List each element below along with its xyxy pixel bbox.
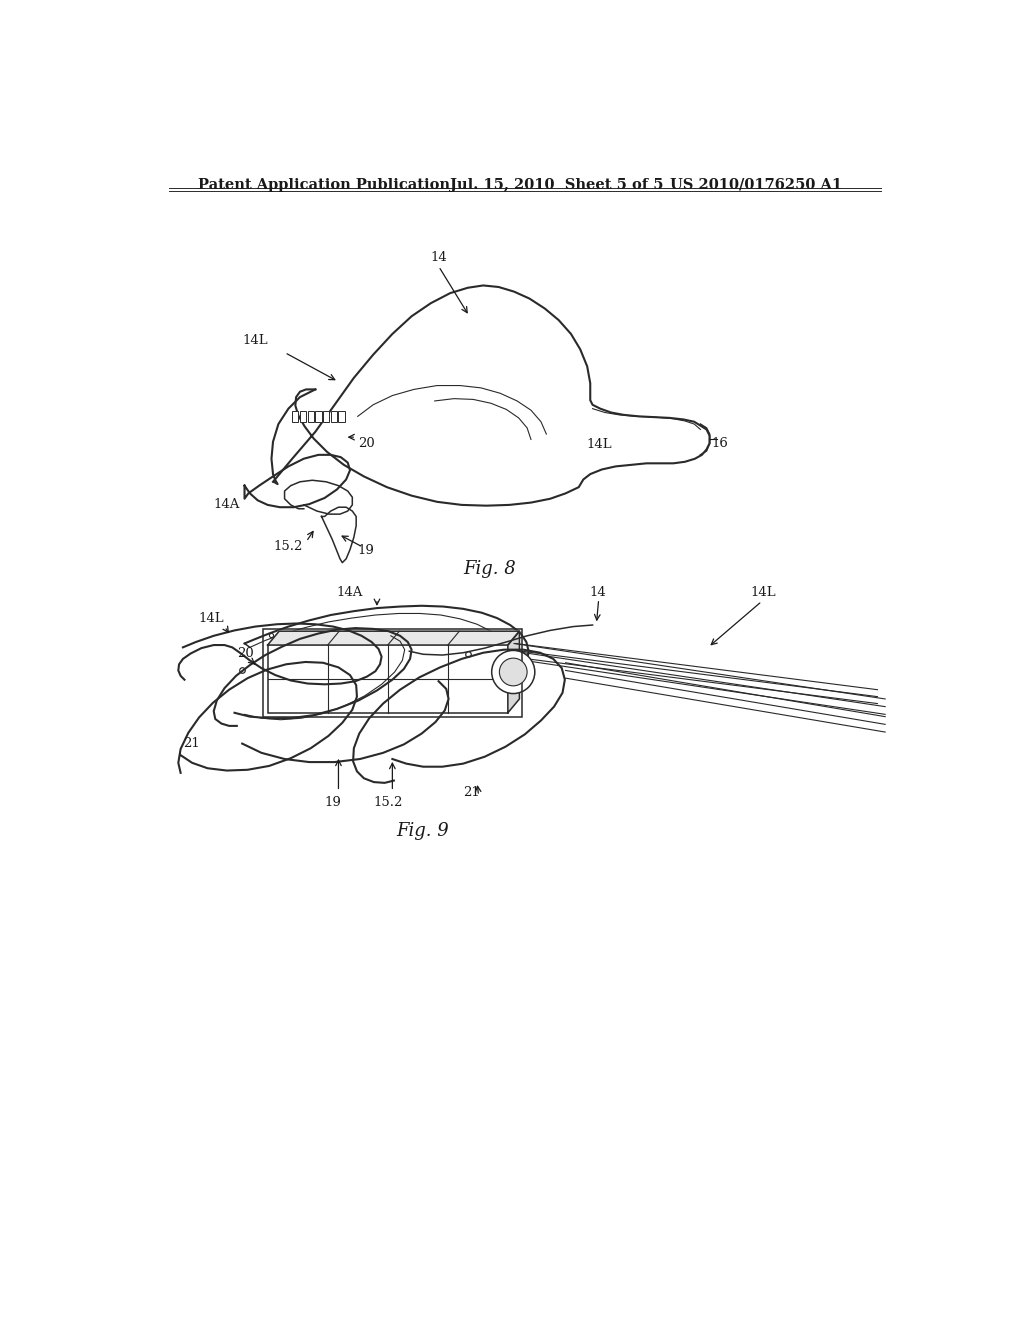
Text: 14L: 14L — [751, 586, 776, 599]
Bar — [307, 411, 313, 422]
Text: Jul. 15, 2010  Sheet 5 of 5: Jul. 15, 2010 Sheet 5 of 5 — [451, 178, 664, 191]
Text: 19: 19 — [357, 544, 375, 557]
Text: 14L: 14L — [587, 438, 612, 451]
Text: US 2010/0176250 A1: US 2010/0176250 A1 — [670, 178, 842, 191]
Text: 14: 14 — [590, 586, 606, 599]
Text: 19: 19 — [325, 796, 341, 809]
Text: 14L: 14L — [243, 334, 268, 347]
Polygon shape — [267, 631, 519, 645]
Bar — [323, 411, 330, 422]
Bar — [339, 411, 345, 422]
Bar — [263, 628, 521, 718]
Bar — [315, 411, 322, 422]
Text: Fig. 8: Fig. 8 — [463, 560, 516, 578]
Text: 15.2: 15.2 — [373, 796, 402, 809]
Text: 20: 20 — [357, 437, 375, 450]
Bar — [331, 411, 337, 422]
Text: Fig. 9: Fig. 9 — [396, 822, 449, 840]
Text: 14A: 14A — [214, 498, 240, 511]
Polygon shape — [508, 631, 519, 713]
Text: 21: 21 — [183, 737, 200, 750]
Bar — [267, 645, 508, 713]
Text: 15.2: 15.2 — [273, 540, 302, 553]
Circle shape — [492, 651, 535, 693]
Text: 14L: 14L — [199, 612, 224, 626]
Text: 21: 21 — [463, 785, 480, 799]
Text: 14A: 14A — [337, 586, 364, 599]
Bar — [300, 411, 306, 422]
Text: Patent Application Publication: Patent Application Publication — [199, 178, 451, 191]
Text: 20: 20 — [237, 647, 254, 660]
Bar — [292, 411, 298, 422]
Text: 16: 16 — [712, 437, 729, 450]
Circle shape — [500, 659, 527, 686]
Text: 14: 14 — [431, 251, 447, 264]
